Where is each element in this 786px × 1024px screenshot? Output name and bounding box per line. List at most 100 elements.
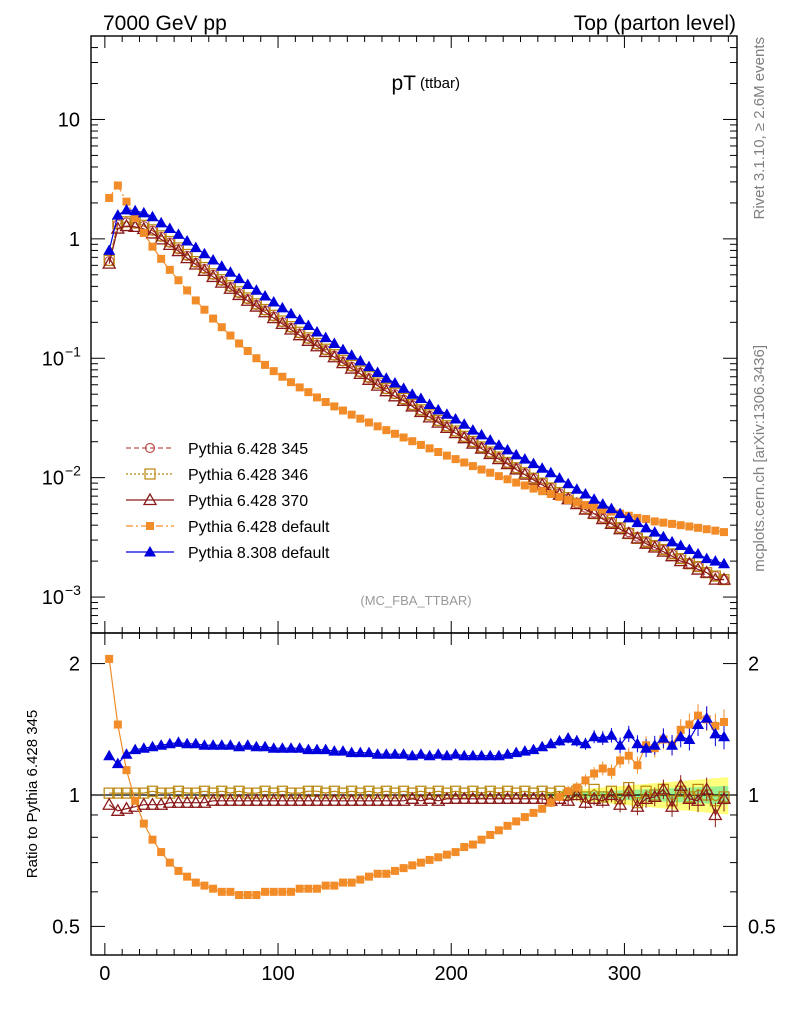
main-point-4-28: [345, 349, 358, 360]
main-point-4-52: [553, 472, 566, 483]
ratio-point-2-1: [113, 720, 122, 729]
ratio-point-1-39: [439, 791, 455, 804]
ratio-point-1-24: [309, 793, 325, 806]
ratio-point-3-17: [250, 740, 263, 752]
ratio-ytick-label-left-0: 2: [69, 654, 80, 676]
main-point-4-11: [198, 247, 211, 259]
ratio-point-3-42: [466, 749, 479, 761]
ratio-point-2-21: [287, 887, 296, 896]
main-point-2-38: [431, 415, 446, 428]
ratio-point-2-70: [711, 721, 720, 730]
ratio-point-2-27: [338, 878, 347, 887]
ratio-point-0-31: [372, 787, 384, 799]
ratio-point-3-18: [259, 740, 272, 752]
main-point-3-15: [235, 339, 244, 348]
main-point-3-56: [590, 502, 599, 511]
main-point-2-3: [128, 219, 143, 233]
ratio-point-0-60: [623, 781, 635, 794]
rivet-label: Rivet 3.1.10, ≥ 2.6M events: [751, 37, 768, 220]
ratio-point-1-12: [205, 793, 221, 806]
ratio-point-0-41: [458, 787, 470, 799]
ratio-point-0-25: [320, 787, 332, 799]
ratio-point-1-34: [396, 793, 411, 806]
main-point-4-13: [215, 260, 228, 271]
ratio-point-2-10: [191, 878, 200, 887]
ratio-point-1-2: [119, 801, 134, 814]
main-point-3-63: [650, 517, 659, 526]
ratio-point-2-13: [217, 887, 226, 896]
ratio-point-1-56: [586, 791, 602, 804]
ratio-point-0-15: [233, 785, 245, 797]
ratio-point-3-19: [267, 742, 280, 753]
main-point-4-55: [579, 487, 592, 499]
ratio-point-1-4: [136, 797, 151, 810]
main-point-4-66: [674, 539, 687, 551]
main-point-3-1: [113, 181, 122, 190]
ratio-point-2-57: [598, 764, 607, 773]
mcplots-label: mcplots.cern.ch [arXiv:1306.3436]: [751, 345, 768, 572]
main-point-2-57: [595, 511, 610, 525]
main-point-4-56: [588, 493, 601, 504]
ratio-point-2-53: [564, 787, 573, 796]
main-point-3-20: [278, 372, 287, 381]
ratio-point-1-29: [353, 793, 368, 806]
main-point-4-68: [692, 547, 705, 559]
main-point-4-20: [276, 301, 289, 313]
ratio-point-3-50: [536, 740, 549, 752]
main-point-4-9: [181, 234, 194, 246]
main-point-3-16: [243, 347, 252, 356]
main-point-4-37: [423, 398, 436, 409]
ratio-point-0-22: [294, 787, 306, 799]
ratio-ytick-label-right-0: 2: [748, 654, 759, 676]
ratio-point-0-42: [467, 785, 479, 797]
main-point-2-16: [240, 293, 255, 306]
ratio-point-2-29: [356, 875, 365, 884]
main-point-4-16: [241, 278, 254, 289]
main-point-4-33: [388, 377, 401, 388]
ratio-point-0-7: [164, 787, 176, 799]
ratio-ylabel: Ratio to Pythia 6.428 345: [24, 710, 41, 878]
main-point-4-25: [319, 331, 332, 343]
ratio-point-3-0: [103, 749, 116, 761]
main-point-4-26: [328, 337, 341, 348]
main-point-2-9: [180, 250, 195, 264]
ratio-point-3-64: [657, 732, 670, 743]
main-point-3-3: [131, 213, 140, 222]
ratio-point-3-47: [510, 746, 523, 758]
main-point-3-13: [217, 323, 226, 332]
ratio-point-0-27: [337, 787, 349, 799]
main-point-4-38: [432, 403, 445, 415]
legend-label-0: Pythia 6.428 345: [188, 441, 308, 458]
main-point-4-42: [466, 424, 479, 435]
ratio-point-3-2: [120, 748, 133, 759]
ratio-point-3-68: [692, 718, 705, 730]
legend-marker-4: [144, 546, 156, 557]
main-point-2-63: [647, 540, 662, 553]
main-point-4-49: [527, 457, 540, 469]
main-point-4-30: [362, 360, 375, 372]
ratio-point-2-42: [468, 840, 477, 849]
ratio-point-3-4: [137, 742, 150, 753]
main-point-3-33: [390, 429, 399, 438]
ratio-point-3-52: [553, 734, 566, 746]
main-point-4-62: [640, 521, 653, 533]
ratio-point-2-54: [572, 783, 581, 792]
main-point-3-7: [165, 265, 174, 274]
main-point-2-34: [396, 393, 411, 406]
ratio-point-3-3: [129, 743, 142, 755]
main-point-2-19: [266, 310, 281, 324]
ratio-point-3-63: [648, 739, 661, 750]
ratio-point-0-16: [242, 787, 254, 799]
ratio-point-3-25: [319, 743, 332, 755]
main-point-2-27: [335, 355, 351, 369]
main-point-3-12: [209, 314, 218, 323]
ratio-point-0-48: [519, 785, 531, 797]
ratio-point-1-44: [483, 791, 498, 804]
main-ytick-exp-3: −2: [65, 463, 81, 479]
main-point-4-47: [510, 448, 523, 460]
ratio-point-1-63: [647, 789, 662, 803]
ratio-point-3-49: [527, 743, 540, 755]
ratio-point-0-38: [432, 785, 444, 797]
main-point-4-19: [267, 295, 280, 307]
ratio-point-1-30: [361, 793, 377, 806]
